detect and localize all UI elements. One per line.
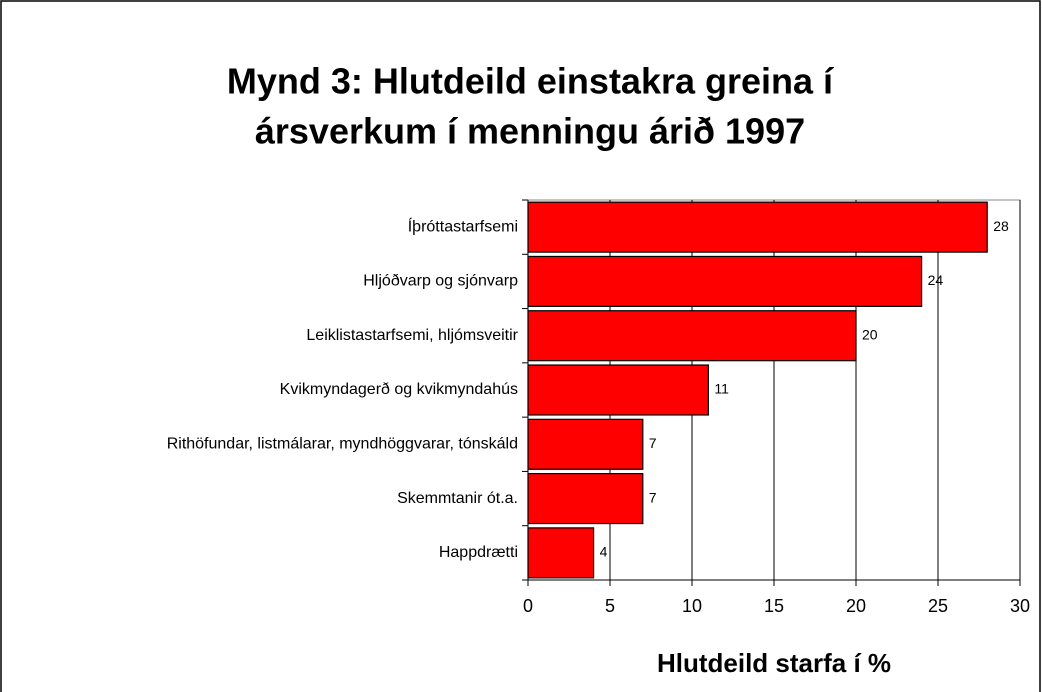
bar	[527, 473, 644, 525]
x-tick-label: 25	[928, 596, 948, 616]
value-label: 7	[649, 489, 657, 505]
x-tick-label: 5	[605, 596, 615, 616]
y-tick-label: Happdrætti	[439, 544, 518, 561]
y-tick-label: Leiklistastarfsemi, hljómsveitir	[306, 327, 518, 344]
bar	[527, 418, 644, 470]
chart-title: ársverkum í menningu árið 1997	[255, 111, 805, 152]
x-tick-label: 15	[764, 596, 784, 616]
value-label: 7	[649, 435, 657, 451]
y-tick-label: Kvikmyndagerð og kvikmyndahús	[280, 381, 518, 398]
y-tick-label: Íþróttastarfsemi	[408, 216, 518, 235]
x-tick-label: 20	[846, 596, 866, 616]
x-tick-label: 10	[682, 596, 702, 616]
value-label: 4	[600, 544, 608, 560]
x-axis-label: Hlutdeild starfa í %	[657, 648, 891, 678]
bar	[527, 310, 857, 362]
x-tick-label: 0	[523, 596, 533, 616]
bar	[527, 364, 709, 416]
bar	[527, 201, 988, 253]
y-tick-label: Hljóðvarp og sjónvarp	[363, 273, 518, 290]
value-label: 28	[993, 218, 1009, 234]
bar	[527, 255, 923, 308]
bar	[527, 527, 595, 579]
x-tick-label: 30	[1010, 596, 1030, 616]
value-label: 24	[928, 272, 944, 288]
value-label: 20	[862, 326, 878, 342]
y-tick-label: Skemmtanir ót.a.	[397, 490, 518, 507]
y-tick-label: Rithöfundar, listmálarar, myndhöggvarar,…	[167, 436, 518, 453]
chart-title: Mynd 3: Hlutdeild einstakra greina í	[227, 61, 834, 102]
value-label: 11	[714, 381, 729, 397]
